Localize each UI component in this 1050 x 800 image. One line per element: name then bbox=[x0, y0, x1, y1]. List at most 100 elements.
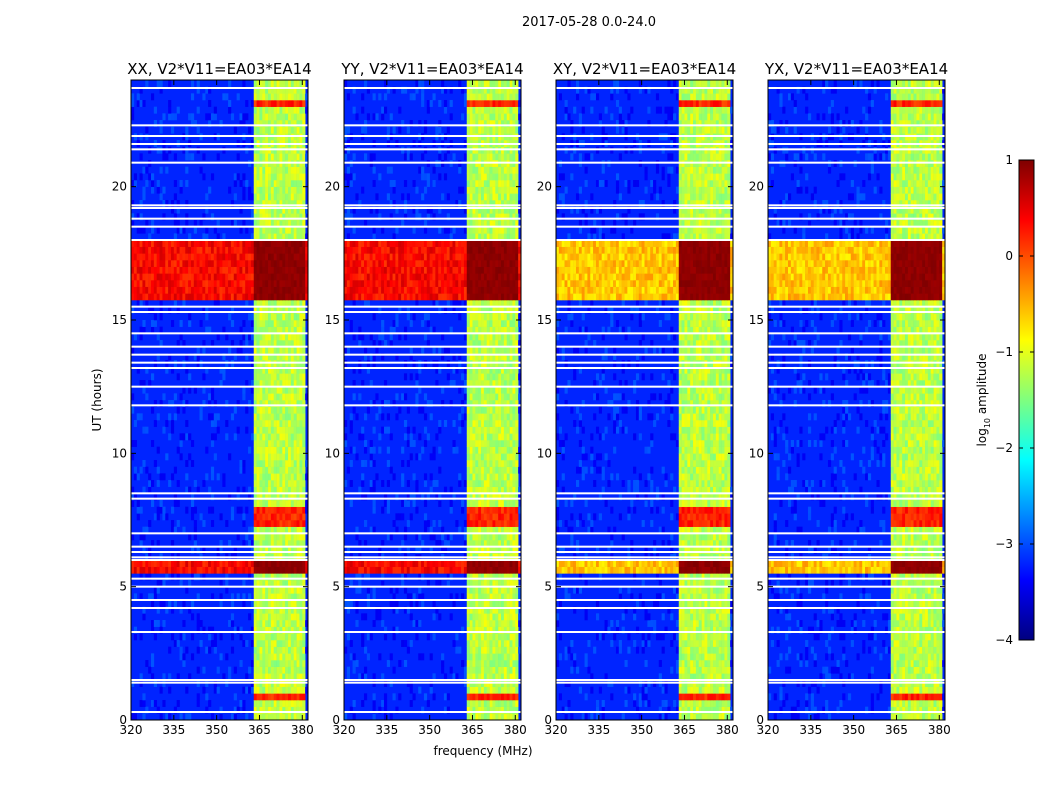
heatmap-cell bbox=[279, 193, 283, 201]
heatmap-cell bbox=[446, 540, 450, 547]
heatmap-cell bbox=[153, 400, 157, 407]
heatmap-cell bbox=[469, 580, 473, 587]
heatmap-cell bbox=[268, 453, 272, 461]
heatmap-cell bbox=[432, 600, 436, 607]
heatmap-cell bbox=[466, 466, 470, 474]
heatmap-cell bbox=[199, 266, 203, 274]
heatmap-cell bbox=[259, 693, 263, 701]
heatmap-cell bbox=[210, 466, 215, 474]
heatmap-cell bbox=[299, 246, 303, 254]
heatmap-cell bbox=[276, 106, 280, 114]
heatmap-cell bbox=[265, 246, 269, 254]
heatmap-cell bbox=[276, 306, 280, 314]
heatmap-cell bbox=[259, 500, 263, 507]
heatmap-cell bbox=[259, 353, 263, 361]
heatmap-cell bbox=[501, 420, 505, 427]
heatmap-cell bbox=[259, 280, 263, 287]
heatmap-cell bbox=[299, 700, 303, 707]
heatmap-cell bbox=[239, 340, 243, 347]
heatmap-cell bbox=[276, 560, 280, 567]
heatmap-cell bbox=[501, 706, 505, 714]
heatmap-cell bbox=[256, 153, 260, 161]
heatmap-cell bbox=[509, 466, 513, 474]
heatmap-cell bbox=[216, 280, 220, 287]
heatmap-cell bbox=[458, 566, 462, 574]
heatmap-cell bbox=[486, 586, 490, 594]
heatmap-cell bbox=[150, 266, 155, 274]
heatmap-cell bbox=[466, 366, 470, 374]
heatmap-cell bbox=[432, 346, 436, 354]
heatmap-cell bbox=[443, 306, 448, 314]
heatmap-cell bbox=[276, 280, 280, 287]
heatmap-cell bbox=[501, 580, 505, 587]
heatmap-cell bbox=[285, 500, 289, 507]
heatmap-cell bbox=[253, 420, 257, 427]
heatmap-cell bbox=[469, 406, 473, 414]
heatmap-cell bbox=[268, 600, 272, 607]
heatmap-cell bbox=[273, 326, 277, 334]
heatmap-cell bbox=[285, 153, 289, 161]
heatmap-cell bbox=[481, 693, 485, 701]
heatmap-cell bbox=[273, 706, 277, 714]
heatmap-cell bbox=[372, 673, 376, 681]
heatmap-cell bbox=[250, 266, 255, 274]
heatmap-cell bbox=[495, 293, 499, 301]
heatmap-cell bbox=[466, 633, 470, 641]
heatmap-cell bbox=[253, 373, 257, 381]
heatmap-cell bbox=[168, 686, 172, 694]
heatmap-cell bbox=[492, 700, 496, 707]
heatmap-cell bbox=[285, 353, 289, 361]
heatmap-cell bbox=[478, 513, 482, 521]
heatmap-cell bbox=[302, 573, 306, 581]
heatmap-cell bbox=[262, 573, 266, 581]
heatmap-cell bbox=[256, 406, 260, 414]
heatmap-cell bbox=[478, 433, 482, 441]
heatmap-cell bbox=[492, 346, 496, 354]
heatmap-cell bbox=[369, 380, 373, 387]
heatmap-cell bbox=[288, 193, 292, 201]
heatmap-cell bbox=[185, 473, 189, 481]
heatmap-cell bbox=[409, 493, 413, 501]
heatmap-cell bbox=[208, 240, 212, 247]
heatmap-cell bbox=[486, 440, 490, 447]
heatmap-cell bbox=[486, 466, 490, 474]
heatmap-cell bbox=[145, 253, 149, 261]
heatmap-cell bbox=[153, 273, 157, 281]
heatmap-cell bbox=[190, 266, 195, 274]
heatmap-cell bbox=[302, 213, 306, 221]
heatmap-cell bbox=[501, 586, 505, 594]
heatmap-cell bbox=[279, 340, 283, 347]
heatmap-cell bbox=[486, 366, 490, 374]
heatmap-cell bbox=[421, 600, 425, 607]
heatmap-cell bbox=[489, 440, 493, 447]
heatmap-cell bbox=[475, 420, 479, 427]
heatmap-cell bbox=[489, 613, 493, 621]
heatmap-cell bbox=[268, 106, 272, 114]
heatmap-cell bbox=[290, 566, 295, 574]
heatmap-cell bbox=[509, 520, 513, 527]
heatmap-cell bbox=[512, 586, 516, 594]
y-tick-label: 0 bbox=[119, 713, 127, 727]
heatmap-cell bbox=[472, 593, 476, 601]
heatmap-cell bbox=[259, 226, 263, 234]
heatmap-cell bbox=[179, 633, 183, 641]
heatmap-cell bbox=[492, 540, 496, 547]
heatmap-cell bbox=[481, 520, 485, 527]
heatmap-cell bbox=[208, 113, 212, 121]
heatmap-cell bbox=[270, 380, 275, 387]
heatmap-cell bbox=[418, 533, 422, 541]
heatmap-cell bbox=[259, 333, 263, 341]
heatmap-cell bbox=[188, 580, 192, 587]
heatmap-cell bbox=[299, 620, 303, 627]
heatmap-cell bbox=[245, 300, 249, 307]
heatmap-cell bbox=[228, 293, 232, 301]
heatmap-cell bbox=[509, 626, 513, 634]
heatmap-cell bbox=[165, 153, 169, 161]
heatmap-cell bbox=[346, 280, 351, 287]
heatmap-cell bbox=[395, 560, 399, 567]
heatmap-cell bbox=[142, 253, 146, 261]
heatmap-cell bbox=[230, 513, 235, 521]
heatmap-cell bbox=[469, 493, 473, 501]
heatmap-cell bbox=[466, 580, 470, 587]
heatmap-cell bbox=[279, 520, 283, 527]
